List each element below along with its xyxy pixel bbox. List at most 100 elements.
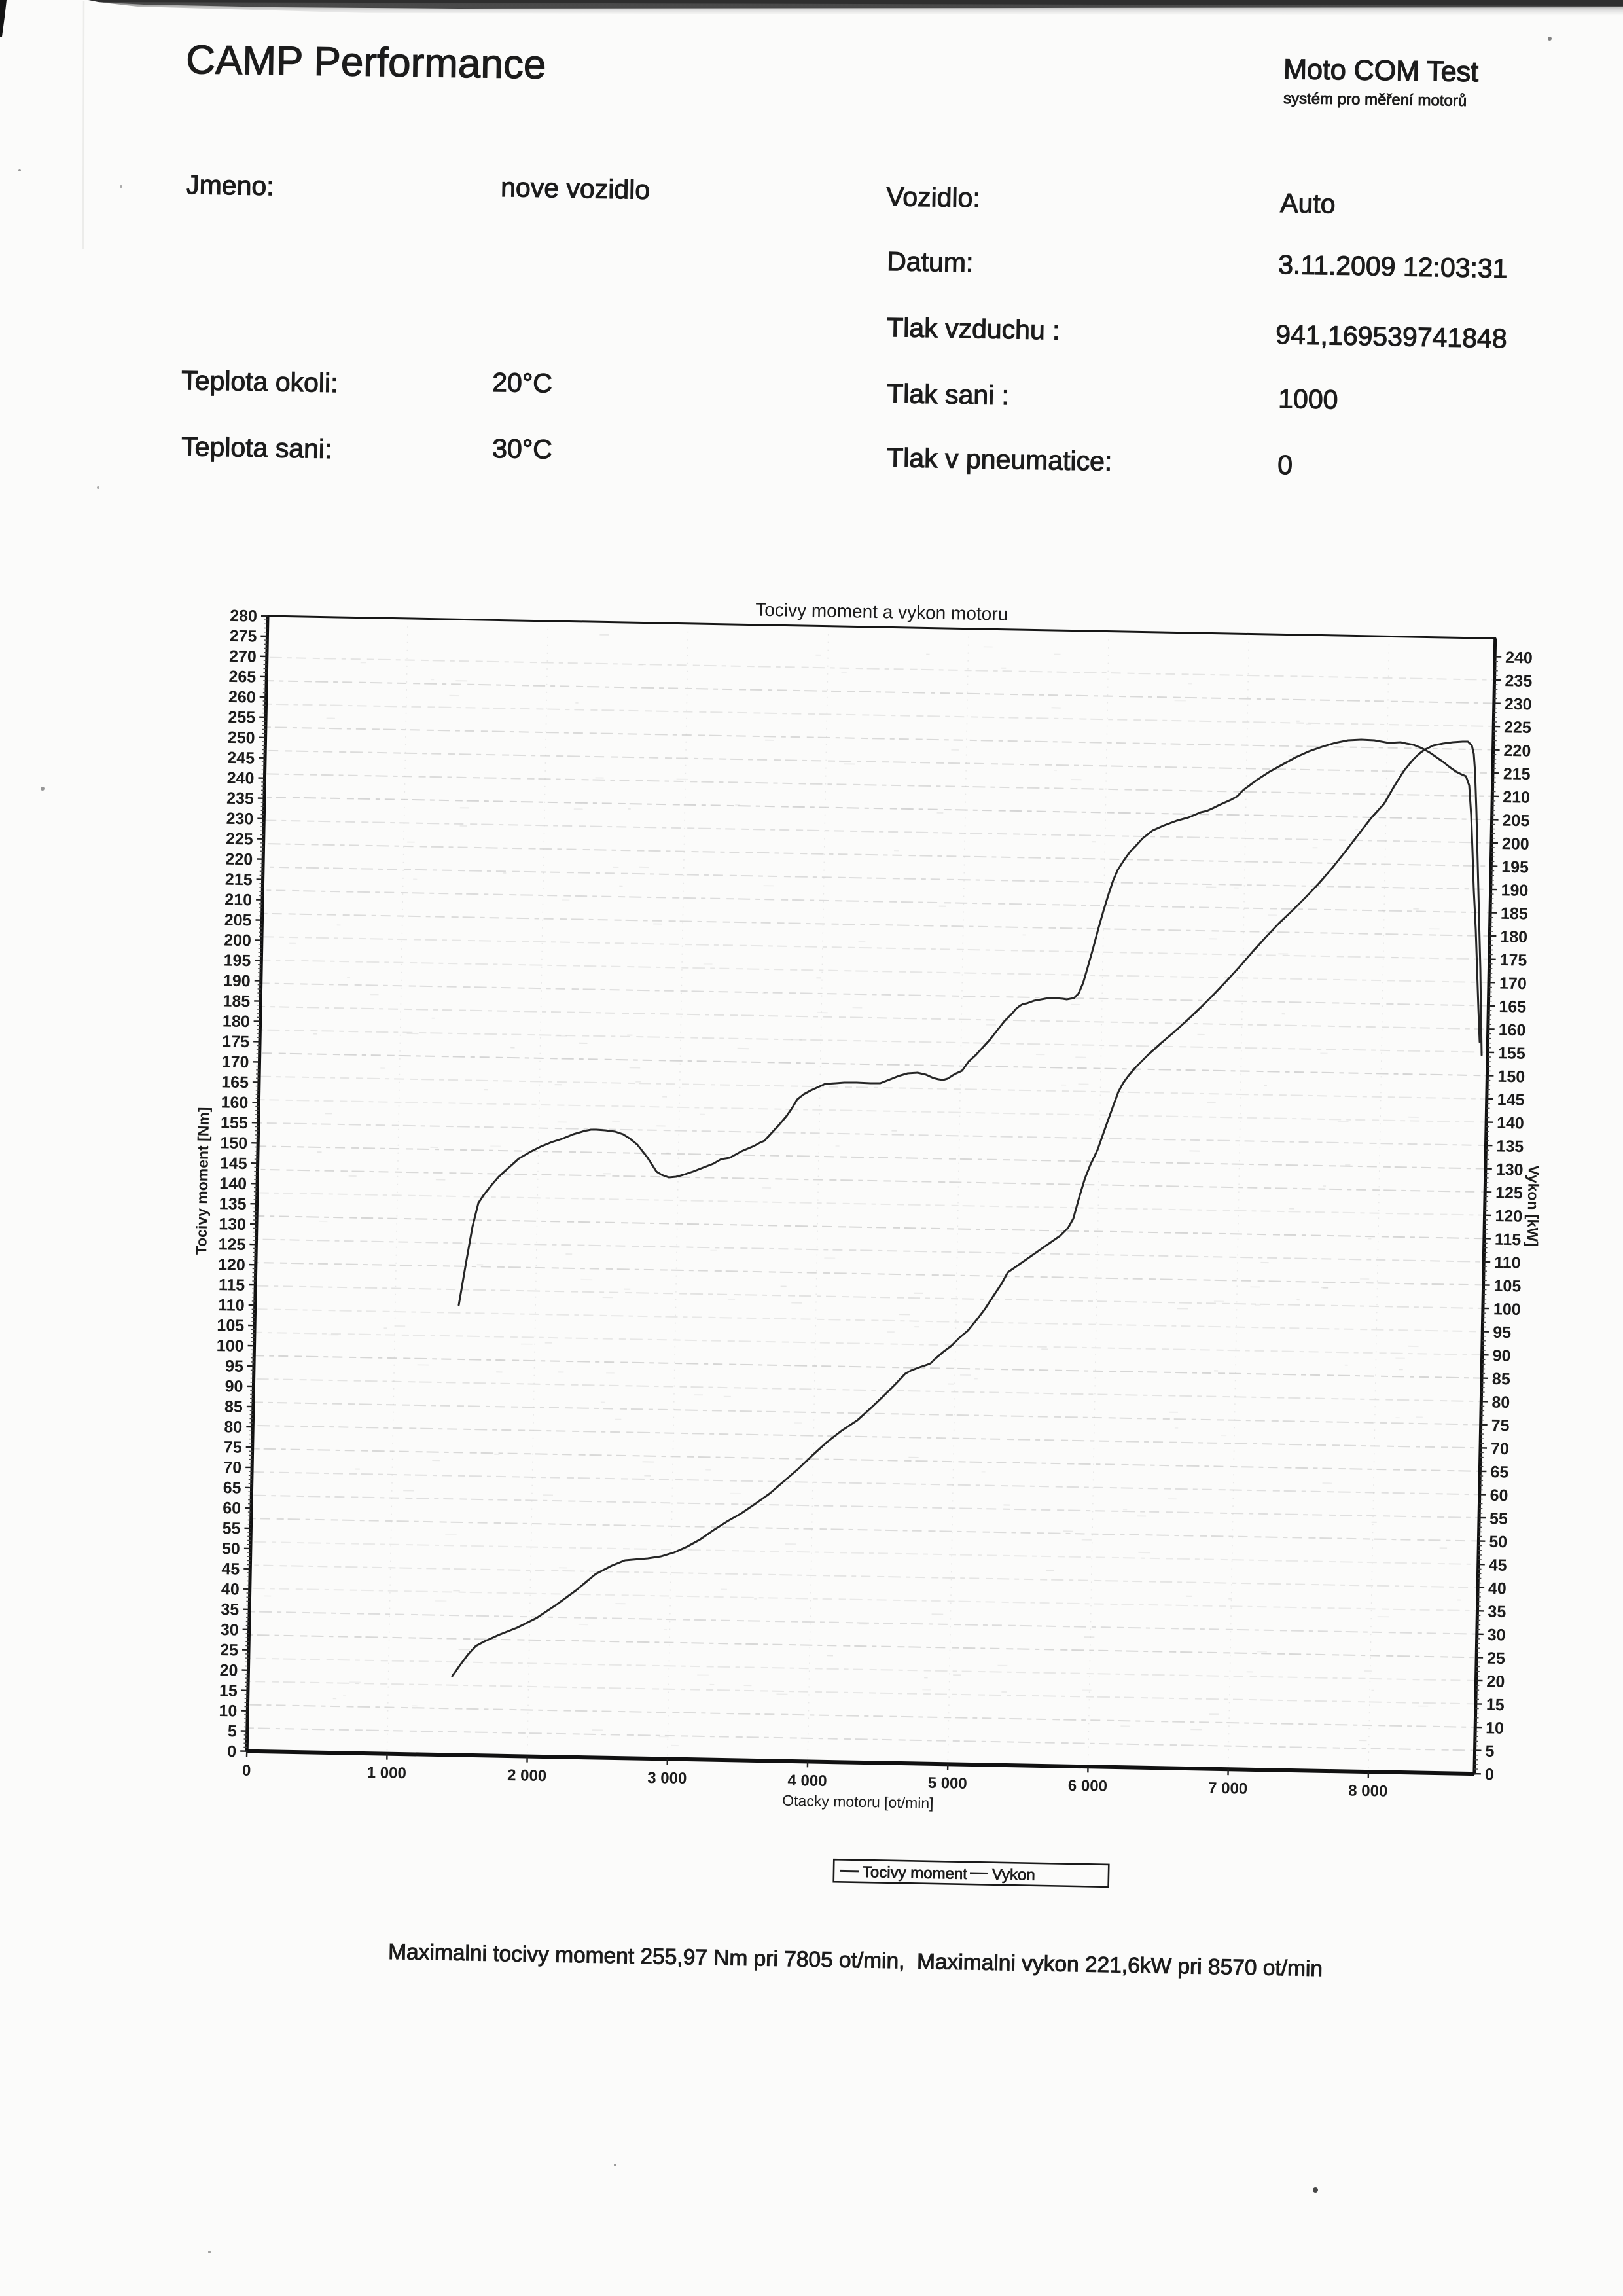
svg-text:30°C: 30°C	[492, 433, 552, 465]
svg-text:Jmeno:: Jmeno:	[186, 170, 274, 201]
svg-text:215: 215	[1503, 764, 1531, 783]
svg-text:225: 225	[226, 830, 253, 849]
svg-text:205: 205	[224, 911, 251, 930]
svg-text:systém pro měření motorů: systém pro měření motorů	[1283, 90, 1467, 110]
svg-text:205: 205	[1502, 812, 1529, 831]
svg-text:Otacky motoru [ot/min]: Otacky motoru [ot/min]	[782, 1792, 934, 1812]
svg-text:55: 55	[1489, 1509, 1508, 1528]
svg-text:140: 140	[1497, 1114, 1524, 1133]
svg-text:125: 125	[218, 1235, 245, 1254]
svg-text:4 000: 4 000	[787, 1772, 827, 1790]
svg-text:235: 235	[1505, 672, 1532, 691]
svg-text:175: 175	[222, 1032, 249, 1051]
svg-text:25: 25	[220, 1641, 238, 1660]
svg-text:225: 225	[1504, 718, 1531, 737]
svg-text:3.11.2009 12:03:31: 3.11.2009 12:03:31	[1278, 249, 1508, 283]
svg-text:70: 70	[1491, 1440, 1509, 1459]
svg-text:5: 5	[1485, 1742, 1495, 1761]
svg-text:165: 165	[221, 1073, 249, 1092]
svg-text:95: 95	[1493, 1323, 1511, 1342]
svg-text:110: 110	[1494, 1253, 1521, 1272]
svg-text:110: 110	[218, 1296, 245, 1315]
svg-text:Vykon: Vykon	[992, 1866, 1035, 1884]
svg-text:275: 275	[229, 627, 257, 646]
svg-text:Teplota okoli:: Teplota okoli:	[181, 365, 338, 398]
svg-text:120: 120	[1495, 1207, 1522, 1226]
svg-text:2 000: 2 000	[507, 1767, 547, 1785]
svg-text:5: 5	[228, 1722, 238, 1740]
svg-text:60: 60	[223, 1499, 241, 1518]
svg-text:45: 45	[1488, 1556, 1507, 1575]
svg-text:105: 105	[1493, 1277, 1521, 1296]
svg-text:Auto: Auto	[1280, 188, 1336, 219]
svg-text:CAMP Performance: CAMP Performance	[186, 37, 546, 88]
svg-text:nove vozidlo: nove vozidlo	[501, 172, 651, 205]
svg-text:170: 170	[221, 1052, 249, 1071]
svg-text:160: 160	[1498, 1021, 1525, 1040]
svg-text:160: 160	[221, 1093, 248, 1112]
svg-text:25: 25	[1487, 1649, 1505, 1668]
svg-text:185: 185	[223, 992, 250, 1011]
svg-text:230: 230	[1505, 695, 1532, 714]
svg-text:7 000: 7 000	[1208, 1780, 1248, 1798]
svg-text:280: 280	[230, 607, 257, 626]
svg-text:Tocivy moment [Nm]: Tocivy moment [Nm]	[192, 1107, 212, 1255]
svg-text:175: 175	[1499, 951, 1527, 970]
svg-text:10: 10	[1486, 1719, 1504, 1738]
svg-text:10: 10	[219, 1702, 237, 1721]
svg-text:35: 35	[1488, 1603, 1506, 1622]
svg-text:220: 220	[225, 850, 253, 869]
svg-text:45: 45	[221, 1560, 240, 1579]
svg-text:145: 145	[220, 1154, 247, 1173]
svg-text:140: 140	[219, 1174, 247, 1193]
svg-text:75: 75	[224, 1438, 242, 1457]
svg-text:115: 115	[1495, 1230, 1522, 1249]
svg-text:80: 80	[1491, 1393, 1510, 1412]
svg-text:40: 40	[221, 1580, 240, 1599]
svg-text:185: 185	[1501, 905, 1528, 924]
svg-text:Moto COM Test: Moto COM Test	[1283, 54, 1479, 88]
svg-text:1 000: 1 000	[367, 1764, 407, 1782]
svg-text:180: 180	[1500, 927, 1527, 946]
svg-text:130: 130	[1496, 1160, 1524, 1179]
svg-text:30: 30	[1487, 1626, 1505, 1645]
svg-text:120: 120	[218, 1255, 245, 1274]
svg-text:230: 230	[226, 810, 253, 829]
svg-text:Teplota sani:: Teplota sani:	[181, 431, 332, 464]
svg-text:1000: 1000	[1278, 384, 1338, 415]
svg-text:190: 190	[1501, 881, 1528, 900]
svg-text:Tocivy moment: Tocivy moment	[863, 1863, 968, 1883]
svg-text:75: 75	[1491, 1416, 1509, 1435]
svg-text:90: 90	[1492, 1346, 1510, 1365]
svg-text:150: 150	[220, 1134, 247, 1153]
svg-text:3 000: 3 000	[647, 1769, 687, 1787]
svg-text:105: 105	[217, 1316, 244, 1335]
svg-text:270: 270	[229, 647, 257, 666]
svg-text:5 000: 5 000	[927, 1774, 967, 1793]
svg-text:Tocivy moment a vykon motoru: Tocivy moment a vykon motoru	[755, 600, 1008, 624]
svg-text:265: 265	[228, 668, 256, 687]
svg-text:155: 155	[221, 1113, 248, 1132]
svg-text:15: 15	[219, 1681, 238, 1700]
svg-text:Tlak vzduchu :: Tlak vzduchu :	[887, 312, 1060, 346]
svg-text:Tlak v pneumatice:: Tlak v pneumatice:	[887, 442, 1113, 476]
svg-text:Vozidlo:: Vozidlo:	[886, 181, 980, 213]
svg-text:155: 155	[1498, 1044, 1525, 1063]
svg-text:20°C: 20°C	[492, 367, 552, 399]
svg-text:6 000: 6 000	[1068, 1777, 1108, 1795]
svg-text:85: 85	[1492, 1370, 1510, 1389]
svg-text:215: 215	[225, 870, 253, 889]
svg-text:115: 115	[219, 1276, 245, 1295]
svg-text:150: 150	[1497, 1067, 1525, 1086]
svg-text:210: 210	[1503, 788, 1530, 807]
svg-text:195: 195	[223, 952, 251, 971]
svg-text:20: 20	[1486, 1672, 1505, 1691]
svg-text:941,169539741848: 941,169539741848	[1275, 319, 1507, 353]
svg-text:8 000: 8 000	[1348, 1782, 1388, 1801]
svg-text:195: 195	[1501, 858, 1529, 877]
svg-text:170: 170	[1499, 975, 1527, 994]
svg-text:30: 30	[221, 1621, 239, 1640]
svg-text:80: 80	[224, 1418, 242, 1437]
svg-text:245: 245	[227, 749, 255, 768]
svg-text:240: 240	[1505, 649, 1533, 668]
